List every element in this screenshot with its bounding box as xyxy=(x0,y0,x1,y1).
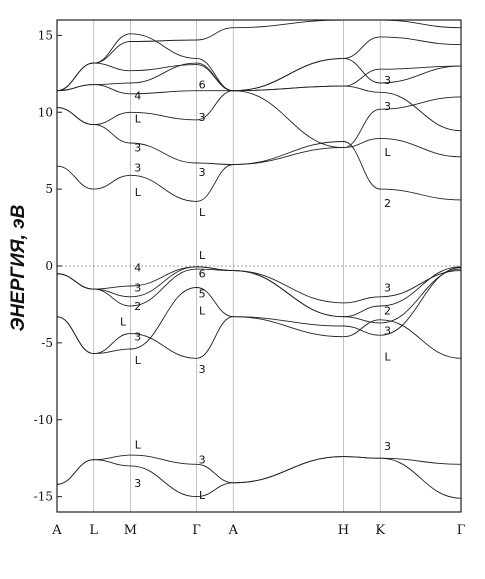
y-tick-label: 5 xyxy=(45,182,53,196)
band-annotation: 3 xyxy=(134,477,141,490)
band-annotation: L xyxy=(135,112,142,125)
band-line-6 xyxy=(56,266,462,324)
kpoint-label: H xyxy=(338,523,349,538)
y-tick-label: 15 xyxy=(38,28,53,42)
band-annotation: 3 xyxy=(134,142,141,155)
band-line-5 xyxy=(56,266,462,304)
band-line-1 xyxy=(56,456,462,499)
band-line-8 xyxy=(56,107,462,165)
band-annotation: L xyxy=(135,354,142,367)
band-annotation: L xyxy=(199,249,206,262)
band-annotation: 3 xyxy=(199,454,206,467)
band-annotation: 5 xyxy=(199,288,206,301)
kpoint-label: Г xyxy=(192,523,201,538)
band-annotation: L xyxy=(199,305,206,318)
band-line-14 xyxy=(56,19,462,92)
band-line-13 xyxy=(56,33,462,92)
kpoint-label: A xyxy=(51,523,62,538)
band-line-11 xyxy=(56,65,462,95)
band-line-2 xyxy=(56,316,462,359)
band-annotation: 3 xyxy=(134,331,141,344)
band-line-3 xyxy=(56,267,462,355)
band-annotation: L xyxy=(120,315,127,328)
band-annotation: L xyxy=(384,351,391,364)
kpoint-label: Г xyxy=(457,523,466,538)
y-tick-label: -5 xyxy=(41,336,53,350)
y-axis-label: ЭНЕРГИЯ, эВ xyxy=(8,204,29,331)
band-annotation: 4 xyxy=(134,89,141,102)
kpoint-gridlines xyxy=(93,20,381,512)
band-annotation: 3 xyxy=(199,111,206,124)
band-annotation: 3 xyxy=(384,74,391,87)
kpoint-label: M xyxy=(124,523,137,538)
band-annotation: 3 xyxy=(384,440,391,453)
band-annotation: L xyxy=(135,438,142,451)
band-annotation: L xyxy=(384,146,391,159)
band-annotation: L xyxy=(199,206,206,219)
band-annotation: 3 xyxy=(134,282,141,295)
kpoint-label: A xyxy=(228,523,239,538)
band-annotation: 3 xyxy=(384,100,391,113)
band-annotation: L xyxy=(135,186,142,199)
kpoint-label: L xyxy=(89,523,98,538)
band-annotation: 3 xyxy=(199,363,206,376)
y-axis-ticks: 15 10 5 0 -5 -10 -15 xyxy=(34,28,62,504)
band-annotation: 2 xyxy=(134,300,141,313)
band-annotation: 3 xyxy=(134,162,141,175)
band-annotation: L xyxy=(199,489,206,502)
band-annotation: 6 xyxy=(199,268,206,281)
band-line-12 xyxy=(56,57,462,92)
band-annotation: 3 xyxy=(199,166,206,179)
y-tick-label: -15 xyxy=(34,490,53,504)
band-annotation: 3 xyxy=(384,282,391,295)
band-annotation: 3 xyxy=(384,325,391,338)
y-tick-label: 10 xyxy=(38,105,53,119)
band-lines xyxy=(56,19,462,499)
band-annotation: 2 xyxy=(384,197,391,210)
y-tick-label: -10 xyxy=(34,413,53,427)
band-annotation: 4 xyxy=(134,262,141,275)
band-annotation: 2 xyxy=(384,305,391,318)
band-annotation: 6 xyxy=(199,79,206,92)
band-line-7 xyxy=(56,141,462,202)
kpoint-label: K xyxy=(375,523,385,538)
band-line-9 xyxy=(56,90,462,149)
y-tick-label: 0 xyxy=(45,259,53,273)
